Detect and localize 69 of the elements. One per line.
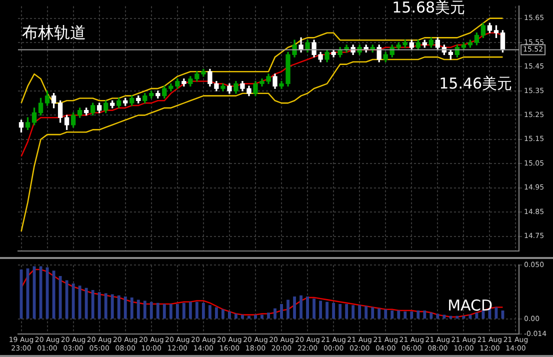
bar [286, 300, 290, 319]
bar [221, 309, 224, 319]
bar [352, 305, 355, 319]
bar [188, 302, 192, 319]
bar [267, 312, 270, 319]
bar [475, 312, 478, 319]
bar [150, 302, 153, 319]
bar [423, 310, 426, 319]
bar [117, 295, 120, 319]
bar [442, 314, 446, 319]
bar [397, 310, 400, 319]
bar [293, 296, 296, 319]
bar [326, 302, 329, 319]
bar [404, 312, 407, 319]
bar [162, 304, 166, 319]
bar [58, 276, 62, 319]
bar [390, 310, 394, 319]
bar [91, 290, 94, 319]
annotation: 布林轨道 [22, 22, 86, 42]
bar [468, 314, 472, 319]
bar [430, 312, 433, 319]
annotation: 15.46美元 [439, 74, 512, 92]
bar [202, 302, 205, 319]
bar [384, 309, 388, 319]
bar [358, 305, 362, 319]
bar [143, 300, 146, 319]
bar [378, 308, 381, 319]
bar [274, 308, 276, 319]
bar [72, 284, 75, 319]
bar [208, 305, 212, 319]
bar [345, 304, 348, 319]
bar [260, 314, 264, 319]
bar [254, 314, 257, 319]
bar [300, 295, 302, 319]
bar [241, 314, 244, 319]
bar [436, 314, 440, 319]
bar [228, 312, 231, 319]
bar [98, 292, 101, 319]
bar [84, 288, 88, 319]
bar [234, 314, 238, 319]
bar [332, 302, 336, 319]
bar [130, 298, 134, 319]
bar [416, 310, 420, 319]
bar [182, 302, 186, 319]
bar [456, 316, 459, 319]
bar [338, 304, 342, 319]
bar [195, 302, 198, 319]
bar [110, 294, 114, 319]
bar [410, 312, 414, 319]
bar [449, 316, 452, 319]
bar [214, 307, 218, 319]
bar [312, 298, 316, 319]
bar [248, 316, 250, 319]
bar [462, 316, 466, 319]
bar [306, 296, 310, 319]
bar [280, 304, 283, 319]
bar [124, 296, 127, 319]
bar [319, 300, 322, 319]
bar [104, 293, 108, 319]
bar [364, 306, 368, 319]
bar [136, 300, 140, 319]
annotation: MACD [448, 296, 493, 315]
bar [78, 286, 82, 319]
bar [176, 304, 179, 319]
bar [65, 280, 68, 319]
bar [169, 304, 172, 319]
bar [156, 302, 160, 319]
bar [371, 307, 374, 319]
annotation: 15.68美元 [392, 0, 466, 16]
